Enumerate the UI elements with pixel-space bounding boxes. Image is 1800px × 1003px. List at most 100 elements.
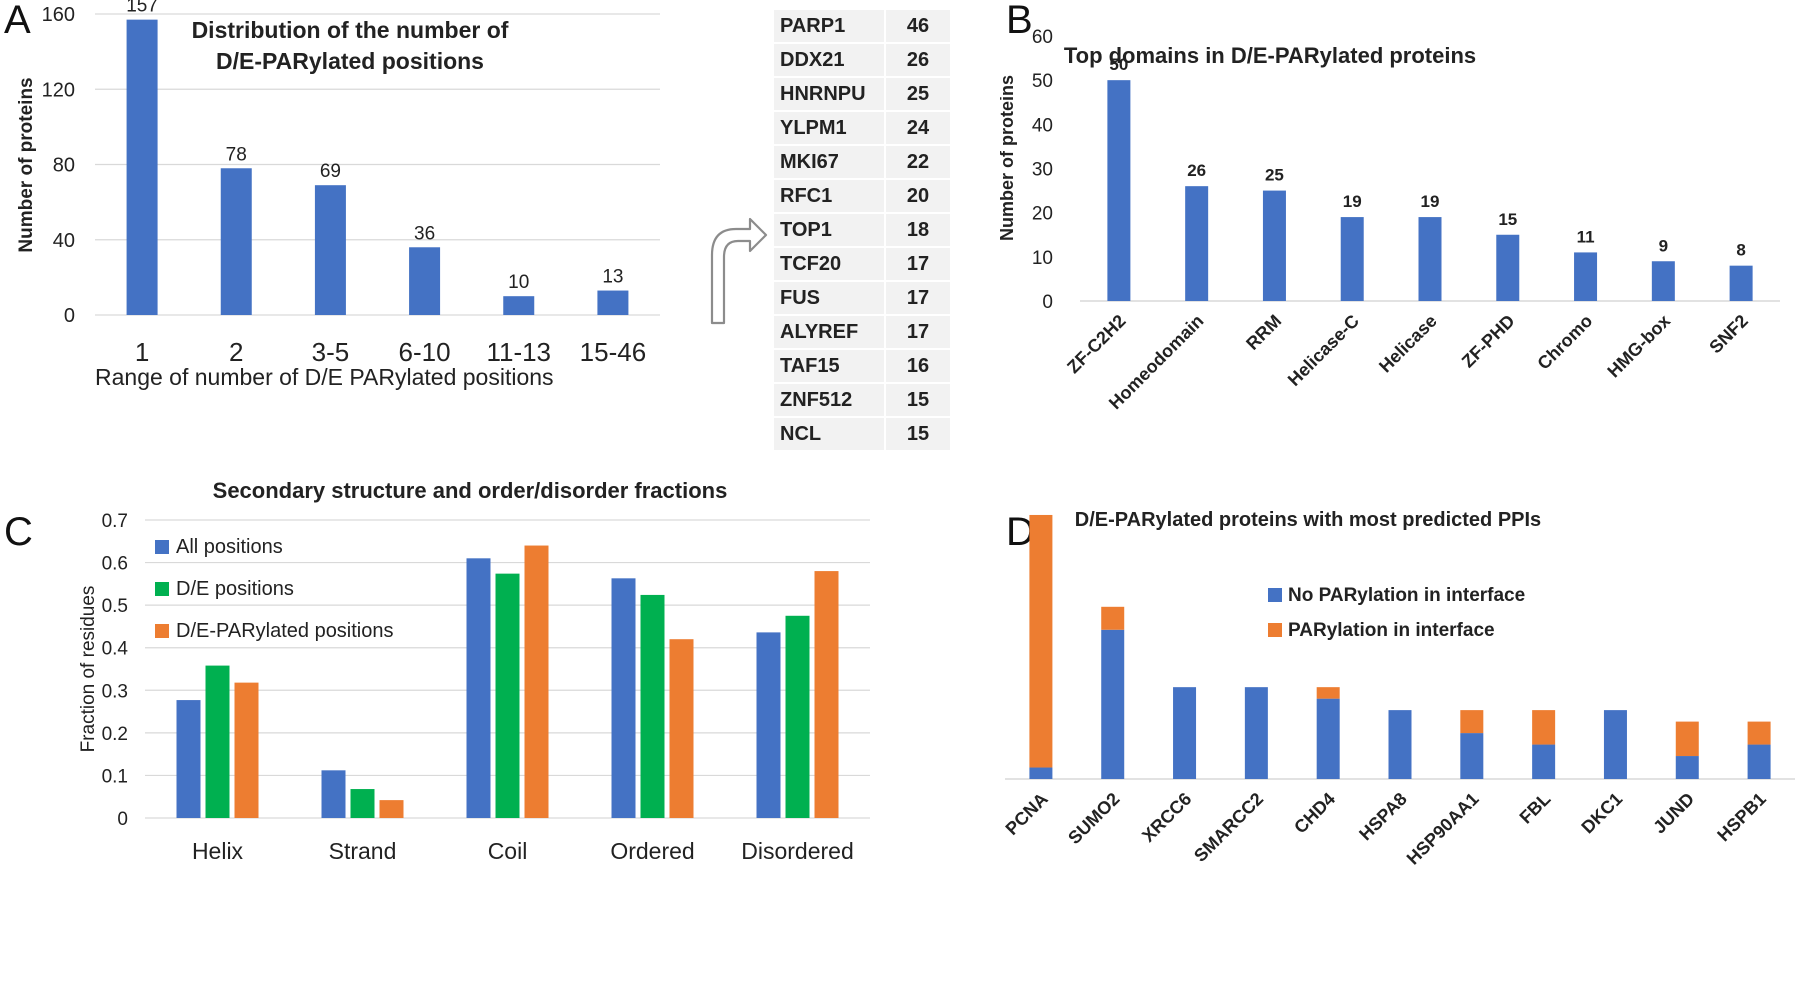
y-tick-label: 30 <box>1032 160 1053 181</box>
bar-15-46 <box>597 290 629 315</box>
gene-name: MKI67 <box>774 145 886 180</box>
chart-d: 0510152025PCNASUMO2XRCC6SMARCC2CHD4HSPA8… <box>1002 509 1795 869</box>
bar-zf-phd <box>1496 234 1520 301</box>
gene-name: YLPM1 <box>774 111 886 146</box>
gene-name: NCL <box>774 417 886 452</box>
bar-parylation-in-interface-jund <box>1675 721 1699 757</box>
bar-parylation-in-interface-sumo2 <box>1101 606 1125 630</box>
y-tick-label: 0.1 <box>102 766 128 787</box>
y-axis-label: Number of proteins <box>16 77 37 252</box>
y-tick-label: 0.3 <box>102 681 128 702</box>
x-tick-label: SNF2 <box>1705 311 1752 358</box>
x-tick-label: RRM <box>1242 311 1285 354</box>
x-tick-label: 3-5 <box>312 337 350 367</box>
arrow-icon <box>710 217 768 325</box>
y-tick-label: 50 <box>1032 71 1053 92</box>
bar-d-e-parylated-positions-ordered <box>669 639 694 818</box>
data-label: 50 <box>1109 55 1128 74</box>
x-tick-label: Coil <box>488 838 528 864</box>
x-tick-label: HSP90AA1 <box>1403 789 1483 869</box>
x-tick-label: Helicase <box>1375 311 1441 377</box>
x-tick-label: Helix <box>192 838 244 864</box>
legend-swatch <box>155 624 169 638</box>
position-count: 15 <box>885 383 950 418</box>
y-axis-label: Number of proteins <box>1000 75 1017 241</box>
chart-c: 0 0.1 0.2 0.3 0.4 0.5 0.6 0.7 Helix Strand Coil Ord… <box>78 480 870 864</box>
bar-all-positions-disordered <box>756 632 781 818</box>
x-tick-label: Ordered <box>610 838 694 864</box>
gene-name: PARP1 <box>774 10 886 44</box>
table-row: HNRNPU 25 <box>774 77 950 112</box>
chart-c-body: 0 0.1 0.2 0.3 0.4 0.5 0.6 0.7 Helix Strand Coil Ord… <box>78 480 870 864</box>
panel-letter-b: B <box>1006 0 1033 42</box>
position-count: 16 <box>885 349 950 384</box>
x-tick-label: 1 <box>135 337 149 367</box>
bar-all-positions-ordered <box>611 578 636 818</box>
position-count: 24 <box>885 111 950 146</box>
table-row: MKI67 22 <box>774 145 950 180</box>
bar-d-e-parylated-positions-strand <box>379 800 404 818</box>
data-label: 78 <box>226 144 247 165</box>
data-label: 13 <box>602 267 623 288</box>
data-label: 8 <box>1736 241 1745 260</box>
y-tick-label: 40 <box>1032 115 1053 136</box>
data-label: 19 <box>1421 192 1440 211</box>
x-tick-label: Strand <box>329 838 397 864</box>
y-tick-label: 0 <box>64 305 75 327</box>
gene-name: TAF15 <box>774 349 886 384</box>
data-label: 26 <box>1187 161 1206 180</box>
x-tick-label: ZF-C2H2 <box>1063 311 1129 377</box>
position-count: 25 <box>885 77 950 112</box>
position-count: 15 <box>885 417 950 452</box>
bar-no-parylation-in-interface-dkc1 <box>1603 710 1627 779</box>
legend-swatch <box>1268 623 1282 637</box>
x-tick-label: FBL <box>1516 789 1555 828</box>
bar-helicase-c <box>1340 217 1364 301</box>
bar-parylation-in-interface-chd4 <box>1316 687 1340 699</box>
y-tick-label: 0.4 <box>102 639 129 660</box>
bar-all-positions-strand <box>321 770 346 818</box>
gene-name: DDX21 <box>774 43 886 78</box>
position-count: 17 <box>885 281 950 316</box>
y-tick-label: 10 <box>1032 248 1053 269</box>
bar-11-13 <box>503 296 535 315</box>
top-proteins-table: PARP1 46 DDX21 26 HNRNPU 25 YLPM1 24 MKI67 22 RFC1… <box>774 10 950 452</box>
x-tick-label: SMARCC2 <box>1190 789 1267 866</box>
data-label: 157 <box>126 0 158 17</box>
chart-a: 0 40 80 120 160 157 1 78 2 69 3-5 36 6-10 10 11-13 13 15… <box>16 0 660 390</box>
gene-name: ALYREF <box>774 315 886 350</box>
data-label: 11 <box>1577 227 1595 246</box>
bar-all-positions-coil <box>466 558 491 818</box>
y-tick-label: 160 <box>42 4 75 26</box>
y-axis-label: Fraction of residues <box>78 586 99 753</box>
chart-title: D/E-PARylated positions <box>216 48 484 74</box>
x-tick-label: JUND <box>1649 789 1698 838</box>
gene-name: FUS <box>774 281 886 316</box>
chart-title: Distribution of the number of <box>192 17 509 43</box>
y-tick-label: 0.2 <box>102 724 128 745</box>
legend-swatch <box>155 582 169 596</box>
data-label: 15 <box>1498 210 1517 229</box>
data-label: 10 <box>508 272 529 293</box>
bar-helicase <box>1418 217 1442 301</box>
legend-label: D/E-PARylated positions <box>176 620 394 642</box>
bar-d-e-positions-disordered <box>785 615 810 818</box>
table-row: NCL 15 <box>774 417 950 452</box>
gene-name: HNRNPU <box>774 77 886 112</box>
x-tick-label: 6-10 <box>399 337 451 367</box>
legend-label: D/E positions <box>176 578 294 600</box>
bar-no-parylation-in-interface-chd4 <box>1316 698 1340 779</box>
y-tick-label: 0 <box>117 809 128 830</box>
y-tick-label: 120 <box>42 79 75 101</box>
table-row: ALYREF 17 <box>774 315 950 350</box>
legend-label: No PARylation in interface <box>1288 585 1525 606</box>
position-count: 17 <box>885 315 950 350</box>
legend-label: All positions <box>176 536 283 558</box>
position-count: 46 <box>885 10 950 44</box>
x-tick-label: Chromo <box>1533 311 1596 374</box>
y-tick-label: 0 <box>1042 292 1053 313</box>
data-label: 9 <box>1659 236 1668 255</box>
table-row: ZNF512 15 <box>774 383 950 418</box>
bar-no-parylation-in-interface-hspb1 <box>1747 744 1771 779</box>
